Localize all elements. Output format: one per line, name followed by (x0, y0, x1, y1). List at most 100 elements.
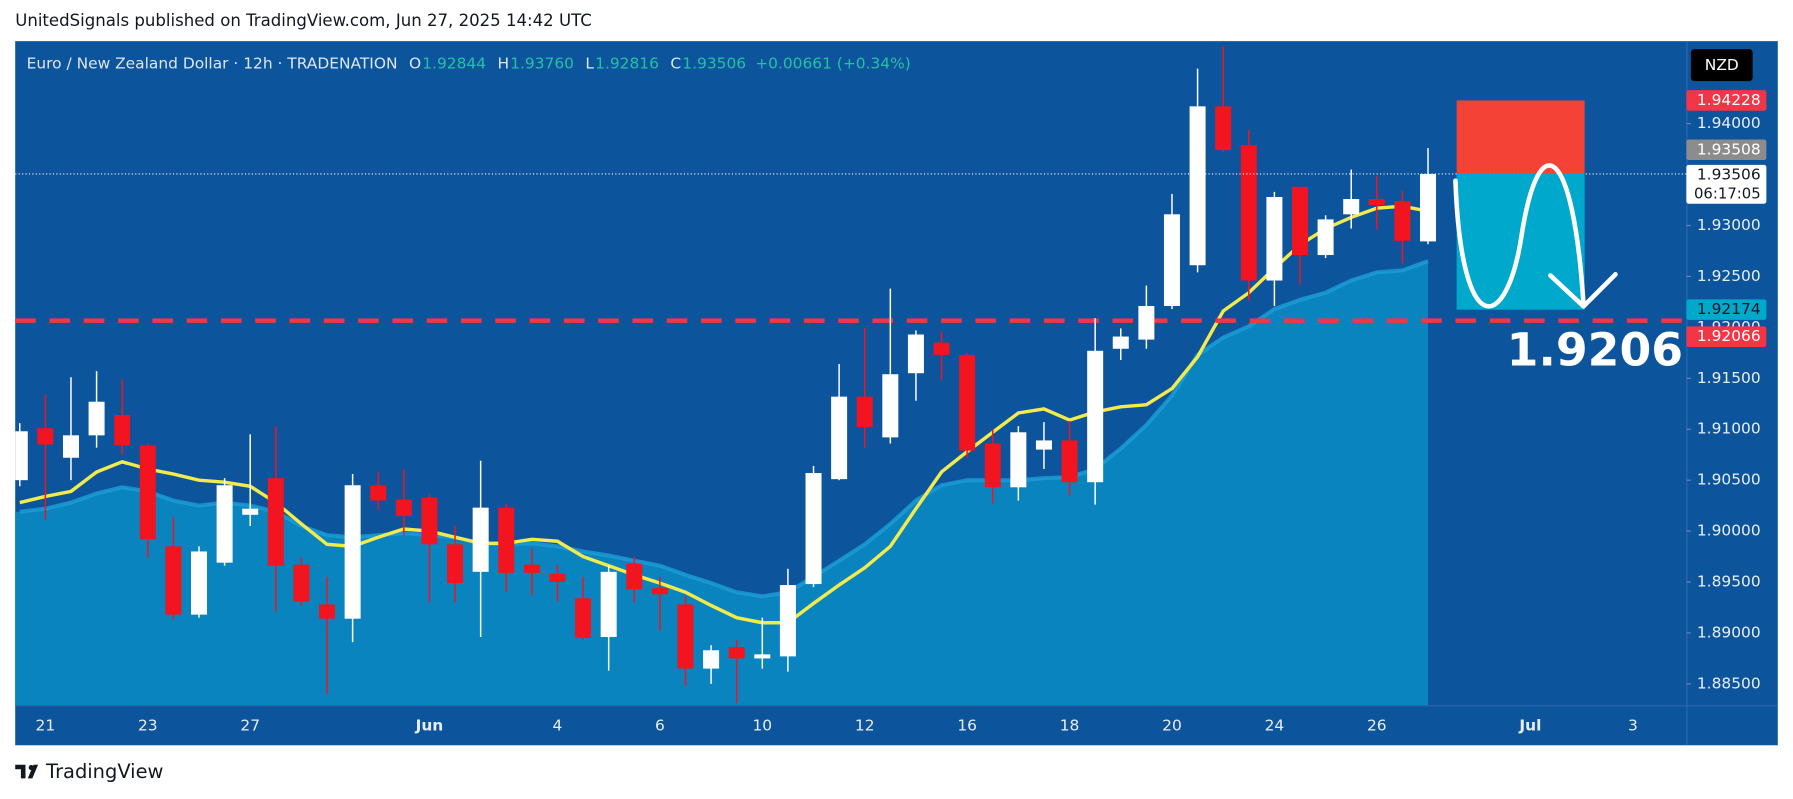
x-tick-label: 27 (240, 716, 260, 734)
ohlc-key: C (670, 55, 681, 73)
plot-area (15, 46, 1687, 706)
ohlc-value: 1.93506 (682, 55, 746, 73)
average-line (19, 204, 1429, 625)
x-tick-label: Jul (1518, 716, 1541, 734)
candle-body (139, 445, 156, 540)
logo-mark (15, 764, 39, 779)
y-tick-label: 1.90500 (1697, 471, 1761, 489)
candle-body (549, 573, 566, 583)
ohlc-value: 1.92816 (595, 55, 659, 73)
ohlc-key: H (497, 55, 509, 73)
candle-body (882, 374, 899, 438)
y-tick-label: 1.92500 (1697, 267, 1761, 285)
logo-dot (28, 765, 34, 771)
candle-body (754, 654, 771, 659)
candle-body (421, 497, 438, 545)
candle-body (1189, 106, 1206, 266)
candle-body (62, 435, 79, 458)
candle-body (907, 334, 924, 374)
footer-logo (15, 764, 39, 779)
y-tick-label: 1.89000 (1697, 623, 1761, 641)
y-tick-label: 1.89500 (1697, 573, 1761, 591)
candle-body (293, 564, 310, 602)
candle-body (805, 473, 822, 585)
candle-body (114, 414, 131, 446)
candle-body (216, 485, 233, 563)
x-tick-label: 20 (1162, 716, 1182, 734)
ohlc-value: 1.93760 (510, 55, 574, 73)
currency-label: NZD (1705, 56, 1739, 74)
x-tick-label: 24 (1265, 716, 1285, 734)
candle-body (1343, 199, 1360, 215)
level-badge-label: 1.92066 (1697, 327, 1761, 345)
candle-body (242, 508, 259, 515)
y-tick-label: 1.94000 (1697, 114, 1761, 132)
last-price-badge-countdown: 06:17:05 (1694, 185, 1761, 203)
candle-body (1420, 173, 1437, 242)
candle-body (959, 354, 976, 451)
x-tick-label: 6 (655, 716, 665, 734)
candle-body (1112, 336, 1129, 349)
target-badge (1686, 299, 1767, 320)
candle-body (984, 443, 1001, 488)
area-fill (15, 261, 1429, 706)
candle-body (447, 544, 464, 584)
stop-badge-label: 1.94228 (1697, 91, 1761, 109)
publish-header: UnitedSignals published on TradingView.c… (15, 11, 592, 30)
candle-body (370, 485, 387, 501)
candle-body (728, 647, 745, 659)
x-tick-label: 16 (957, 716, 977, 734)
last-price-badge-label: 1.93506 (1697, 166, 1761, 184)
stop-zone (1456, 100, 1585, 174)
x-tick-label: 23 (138, 716, 158, 734)
candle-body (1368, 199, 1385, 206)
candle-body (651, 588, 668, 595)
drawn-arrow-head (1548, 272, 1618, 309)
candle-body (1291, 186, 1309, 256)
candle-body (933, 342, 950, 355)
candle-body (779, 585, 796, 657)
ohlc-key: O (409, 55, 421, 73)
candle-body (319, 604, 336, 619)
level-badge (1686, 326, 1767, 347)
candle-body (88, 401, 105, 436)
drawn-arrow (1453, 163, 1586, 309)
candle-body (472, 507, 489, 572)
x-tick-label: 18 (1060, 716, 1080, 734)
candle-body (523, 564, 540, 573)
x-tick-label: Jun (415, 716, 444, 734)
candle-body (15, 431, 28, 481)
candle-body (267, 478, 284, 566)
candle-body (600, 571, 617, 638)
candle-body (1240, 145, 1257, 281)
candle-body (1163, 214, 1180, 306)
candle-body (626, 563, 643, 590)
candle-body (344, 485, 361, 619)
candle-body (856, 396, 873, 428)
price-annotation: 1.9206 (1507, 324, 1683, 377)
x-tick-label: 26 (1367, 716, 1387, 734)
candle-body (1010, 432, 1027, 488)
overlay: 1.9206 Euro / New Zealand Dollar · 12h · … (27, 49, 1767, 734)
candle-body (165, 546, 182, 615)
stop-badge (1686, 90, 1767, 111)
candle-body (1035, 440, 1052, 450)
candle-body (1061, 440, 1078, 483)
candle-body (191, 551, 208, 615)
candle-body (1317, 219, 1334, 256)
ohlc-value: 1.92844 (422, 55, 486, 73)
candle-body (1215, 106, 1232, 151)
candle-body (677, 604, 694, 669)
x-tick-label: 3 (1628, 716, 1638, 734)
entry-badge-label: 1.93508 (1697, 140, 1761, 158)
x-tick-label: 10 (752, 716, 772, 734)
y-tick-label: 1.90000 (1697, 522, 1761, 540)
x-tick-label: 21 (36, 716, 56, 734)
candle-body (703, 650, 720, 669)
candle-body (831, 396, 848, 480)
candle-body (37, 428, 54, 445)
candle-body (395, 499, 412, 516)
candle-body (1394, 201, 1411, 241)
last-price-badge (1686, 164, 1767, 204)
